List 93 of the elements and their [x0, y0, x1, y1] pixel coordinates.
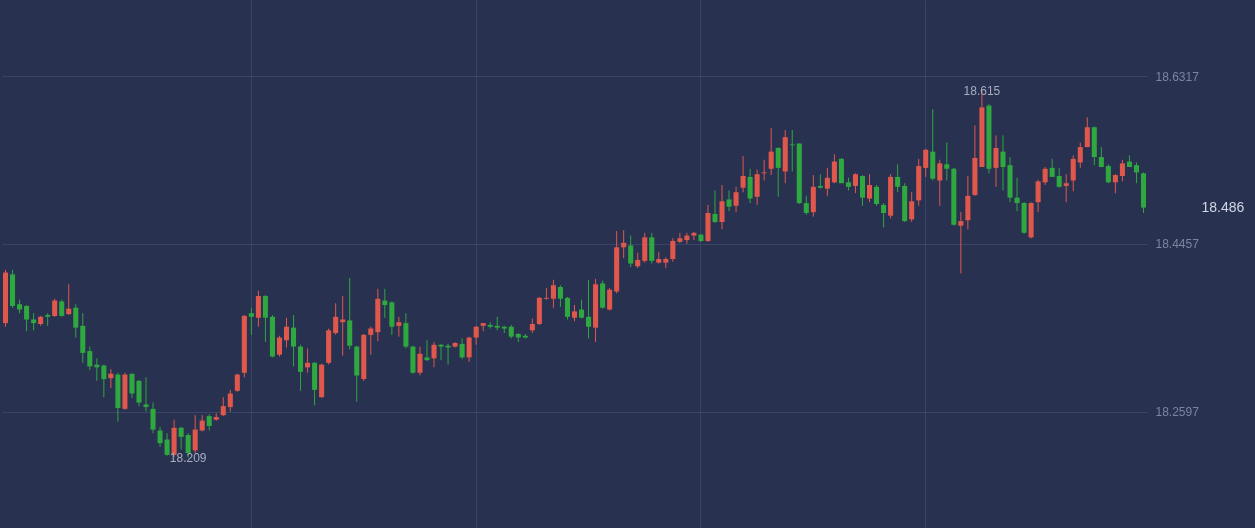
- candlestick: [944, 142, 950, 182]
- candlestick: [775, 146, 781, 198]
- candlestick: [431, 341, 437, 368]
- candlestick: [333, 302, 339, 336]
- candlestick: [234, 373, 240, 393]
- candlestick: [459, 337, 465, 360]
- candlestick: [993, 134, 999, 188]
- candlestick: [262, 294, 268, 343]
- candlestick: [726, 189, 732, 212]
- candlestick: [473, 325, 479, 346]
- candlestick: [543, 287, 549, 301]
- candlestick: [143, 376, 149, 413]
- candlestick: [677, 232, 683, 244]
- candlestick: [670, 237, 676, 263]
- candlestick: [178, 426, 184, 450]
- candlestick: [937, 159, 943, 207]
- candlestick: [1133, 161, 1139, 184]
- candlestick: [396, 316, 402, 338]
- candlestick: [761, 159, 767, 182]
- candlestick: [642, 232, 648, 264]
- candlestick: [754, 169, 760, 206]
- y-tick-label: 18.4457: [1155, 237, 1200, 252]
- candlestick: [66, 283, 72, 316]
- annotation: 18.209: [169, 450, 207, 465]
- candlestick: [550, 279, 556, 309]
- candlestick: [1119, 159, 1125, 182]
- candlestick: [192, 414, 198, 454]
- candlestick: [150, 402, 156, 434]
- candlestick: [768, 127, 774, 176]
- candlestick: [290, 314, 297, 367]
- candlestick: [852, 172, 859, 194]
- candlestick: [803, 195, 809, 216]
- candlestick: [283, 317, 290, 348]
- candlestick: [1014, 177, 1020, 212]
- candlestick: [438, 343, 444, 361]
- candlestick: [691, 231, 697, 241]
- candlestick: [101, 364, 107, 398]
- candlestick: [719, 184, 725, 230]
- candlestick: [1070, 154, 1076, 192]
- candlestick: [1098, 146, 1104, 168]
- candlestick: [789, 129, 795, 172]
- candlestick: [564, 296, 570, 321]
- candlestick: [368, 326, 374, 356]
- y-tick-label: 18.6317: [1155, 69, 1200, 84]
- candlestick: [129, 373, 135, 399]
- candlestick: [958, 211, 964, 274]
- candlestick: [831, 153, 837, 184]
- candlestick: [874, 184, 880, 207]
- candlestick: [1105, 163, 1111, 184]
- candlestick: [733, 186, 739, 213]
- annotation: 18.615: [963, 84, 1001, 99]
- candlestick: [164, 432, 170, 457]
- candlestick: [1063, 173, 1069, 203]
- candlestick: [1084, 116, 1090, 148]
- y-tick-label: 18.2597: [1155, 405, 1200, 420]
- candlestick: [747, 168, 753, 204]
- candlestick: [1077, 142, 1083, 169]
- candlestick: [824, 167, 830, 197]
- candlestick: [881, 202, 887, 228]
- candlestick: [1049, 158, 1055, 178]
- candlestick: [867, 173, 873, 203]
- text: 18.486: [1201, 198, 1245, 215]
- candlestick: [579, 299, 585, 320]
- candlestick: [586, 279, 592, 339]
- candlestick: [466, 336, 472, 363]
- candlestick: [557, 284, 563, 308]
- candlestick: [73, 303, 79, 339]
- candlestick: [817, 173, 823, 190]
- candlestick: [87, 346, 93, 371]
- candlestick: [403, 312, 409, 349]
- candlestick: [1112, 173, 1118, 194]
- candlestick: [895, 163, 901, 193]
- candlestick: [52, 298, 58, 318]
- candlestick: [712, 189, 718, 224]
- candlestick: [424, 339, 430, 362]
- candlestick: [649, 232, 655, 265]
- candlestick: [220, 396, 226, 417]
- candlestick: [1035, 179, 1041, 213]
- candlestick: [255, 290, 261, 328]
- candlestick: [1042, 166, 1048, 186]
- candlestick: [628, 235, 634, 268]
- candlestick: [1056, 167, 1062, 189]
- candlestick: [909, 191, 915, 223]
- candlestick: [276, 335, 282, 358]
- candlestick: [923, 148, 929, 178]
- candlestick: [157, 426, 163, 448]
- candlestick: [136, 379, 142, 407]
- candlestick: [417, 346, 423, 376]
- candlestick: [248, 307, 254, 336]
- candlestick: [227, 389, 233, 413]
- candlestick: [859, 174, 866, 207]
- candlestick: [24, 304, 30, 332]
- candlestick: [740, 155, 746, 193]
